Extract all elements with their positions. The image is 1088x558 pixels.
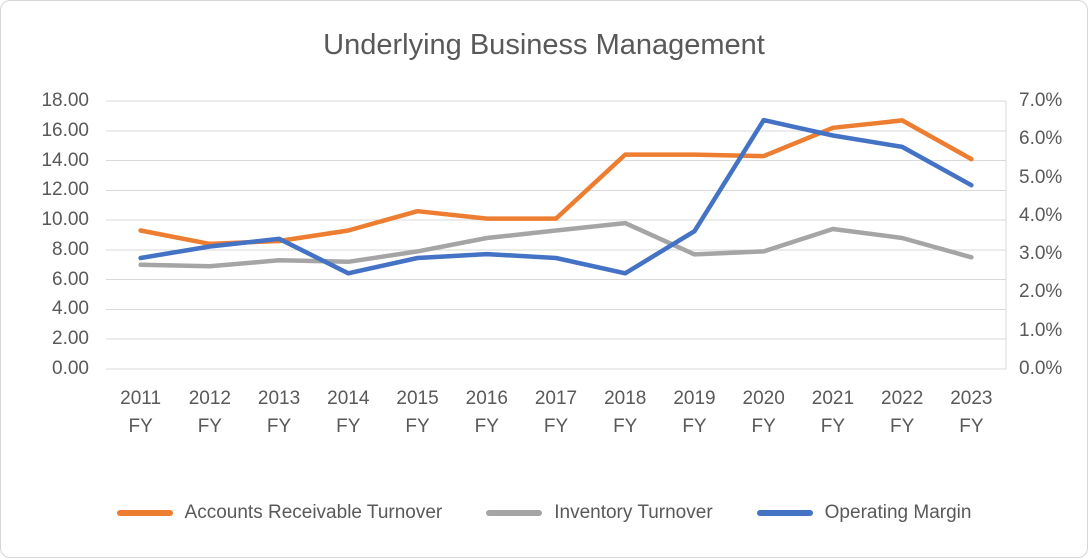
x-axis-label-period: FY [128, 416, 153, 437]
y-axis-left-tick-label: 0.00 [52, 358, 89, 379]
x-axis-label-period: FY [682, 416, 707, 437]
x-axis-label-year: 2013 [257, 388, 301, 409]
legend-item-inventory-turnover: Inventory Turnover [486, 502, 713, 524]
x-axis-label: 2012 FY [165, 385, 255, 441]
y-axis-left-tick-label: 12.00 [41, 179, 89, 201]
y-axis-left-tick-label: 2.00 [52, 328, 89, 350]
x-axis-label: 2023 FY [926, 385, 1016, 441]
legend-label: Inventory Turnover [554, 502, 713, 523]
y-axis-right-tick-label: 1.0% [1019, 319, 1063, 341]
x-axis-label-period: FY [820, 416, 846, 437]
y-axis-left-tick-label: 10.00 [41, 209, 89, 231]
legend-line-marker-icon [116, 510, 173, 516]
x-axis-label-year: 2023 [950, 388, 993, 409]
y-axis-left-tick-label: 16.00 [41, 119, 89, 141]
legend-line-marker-icon [756, 510, 813, 516]
x-axis-label-period: FY [266, 416, 292, 437]
x-axis-label-period: FY [405, 416, 430, 437]
y-axis-left-tick-label: 6.00 [52, 268, 89, 290]
y-axis-right-tick-label: 3.0% [1019, 243, 1063, 265]
series-line-operating-margin [138, 117, 974, 276]
x-axis-label: 2019 FY [649, 385, 739, 441]
x-axis-label-period: FY [890, 416, 915, 437]
x-axis-label-year: 2012 [188, 388, 231, 409]
y-axis-right-tick-label: 5.0% [1019, 166, 1063, 188]
x-axis-label: 2014 FY [303, 385, 393, 441]
legend-item-accounts-receivable-turnover: Accounts Receivable Turnover [116, 502, 443, 524]
y-axis-left-tick-label: 18.00 [41, 90, 89, 111]
chart-title: Underlying Business Management [323, 29, 765, 61]
y-axis-left-tick-label: 14.00 [41, 149, 89, 171]
x-axis-label-period: FY [474, 416, 499, 437]
x-axis-label-year: 2017 [534, 388, 578, 409]
legend-line-marker-icon [486, 510, 543, 516]
series-line-inventory-turnover [138, 220, 974, 269]
x-axis-label: 2022 FY [857, 385, 947, 441]
x-axis-label-year: 2020 [742, 388, 785, 409]
y-axis-left-tick-label: 8.00 [52, 238, 89, 260]
y-axis-right-tick-label: 7.0% [1019, 90, 1063, 111]
y-axis-left-tick-label: 4.00 [52, 298, 89, 320]
x-axis-label-year: 2015 [396, 388, 439, 409]
legend-label: Operating Margin [824, 502, 972, 523]
x-axis-label: 2021 FY [788, 385, 878, 441]
y-axis-right-tick-label: 6.0% [1019, 128, 1063, 150]
x-axis-label: 2020 FY [719, 385, 809, 441]
x-axis-label-year: 2022 [881, 388, 924, 409]
x-axis-label-year: 2016 [465, 388, 508, 409]
x-axis-label: 2013 FY [234, 385, 324, 441]
x-axis-label-period: FY [336, 416, 361, 437]
y-axis-right-tick-label: 2.0% [1019, 281, 1063, 303]
x-axis-label-period: FY [959, 416, 984, 437]
x-axis-label-year: 2021 [811, 388, 855, 409]
x-axis-label: 2011 FY [96, 385, 186, 441]
legend: Accounts Receivable Turnover Inventory Tu… [1, 502, 1087, 524]
x-axis-label: 2018 FY [580, 385, 670, 441]
legend-item-operating-margin: Operating Margin [756, 502, 972, 524]
x-axis-label: 2015 FY [373, 385, 463, 441]
legend-label: Accounts Receivable Turnover [184, 502, 443, 523]
y-axis-right-tick-label: 4.0% [1019, 204, 1063, 226]
x-axis-label-year: 2011 [120, 388, 162, 409]
x-axis-label-period: FY [543, 416, 569, 437]
x-axis-label-period: FY [751, 416, 776, 437]
x-axis-label: 2016 FY [442, 385, 532, 441]
x-axis-label-year: 2019 [673, 388, 716, 409]
x-axis-label-year: 2014 [327, 388, 370, 409]
y-axis-right-tick-label: 0.0% [1019, 358, 1063, 379]
x-axis-label: 2017 FY [511, 385, 601, 441]
x-axis-label-period: FY [613, 416, 638, 437]
x-axis-label-year: 2018 [604, 388, 647, 409]
x-axis-label-period: FY [197, 416, 222, 437]
